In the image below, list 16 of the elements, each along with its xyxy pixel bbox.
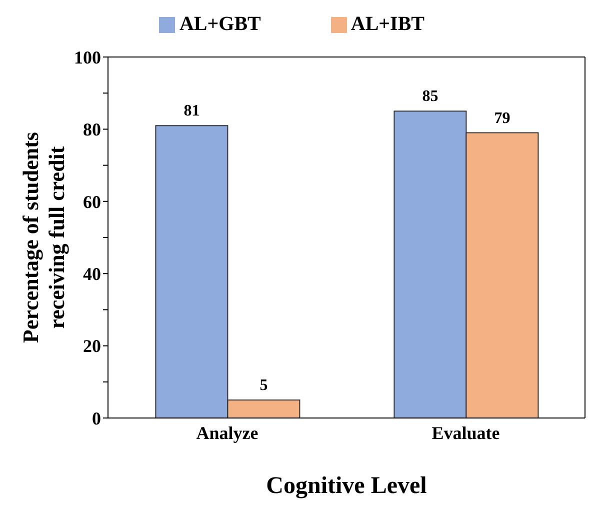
x-tick-label: Evaluate <box>432 422 500 443</box>
y-tick-label: 20 <box>83 336 101 356</box>
data-label: 79 <box>494 110 510 127</box>
y-tick-label: 40 <box>83 264 101 284</box>
y-axis-title: Percentage of students receiving full credit <box>18 132 69 343</box>
y-tick-label: 60 <box>83 192 101 212</box>
data-label: 5 <box>260 376 268 394</box>
data-label: 81 <box>184 102 200 120</box>
y-tick-label: 80 <box>83 120 101 140</box>
data-label: 85 <box>422 88 438 106</box>
x-tick-label: Analyze <box>196 422 258 443</box>
y-tick-label: 100 <box>74 47 101 68</box>
legend-label: AL+GBT <box>179 13 261 35</box>
x-axis-title: Cognitive Level <box>266 473 428 499</box>
y-tick-label: 0 <box>92 408 101 428</box>
legend-label: AL+IBT <box>350 13 425 35</box>
